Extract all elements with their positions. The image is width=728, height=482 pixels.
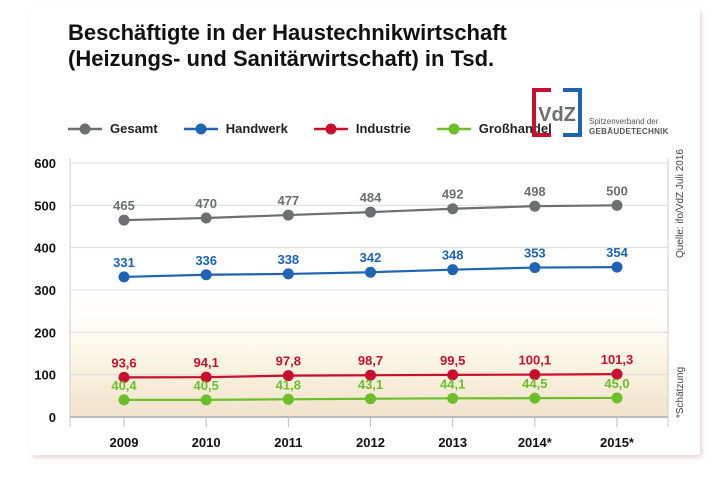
- y-tick-label: 300: [34, 283, 56, 298]
- data-label: 45,0: [604, 376, 629, 391]
- data-point: [365, 266, 376, 278]
- data-point: [200, 212, 212, 224]
- data-label: 342: [360, 250, 382, 265]
- data-point: [611, 368, 623, 380]
- data-label: 336: [195, 253, 217, 268]
- data-label: 40,4: [111, 378, 137, 393]
- x-tick-label: 2013: [438, 435, 467, 450]
- data-point: [529, 369, 541, 381]
- legend-marker-icon: [436, 123, 471, 134]
- legend-item-gesamt: Gesamt: [68, 121, 158, 136]
- data-label: 498: [524, 184, 546, 199]
- data-label: 331: [113, 255, 135, 270]
- x-tick-label: 2011: [274, 435, 302, 450]
- x-tick-label: 2014*: [518, 435, 553, 450]
- data-label: 492: [442, 187, 464, 202]
- data-point: [365, 369, 376, 381]
- legend-label: Gesamt: [110, 121, 158, 136]
- data-point: [611, 199, 623, 211]
- x-tick-label: 2010: [192, 435, 221, 450]
- data-label: 40,5: [194, 378, 219, 393]
- data-point: [282, 268, 294, 280]
- data-point: [282, 370, 294, 382]
- y-tick-label: 200: [34, 325, 56, 340]
- data-label: 477: [277, 193, 299, 208]
- data-point: [365, 206, 376, 218]
- y-tick-label: 500: [34, 198, 56, 213]
- data-point: [200, 371, 212, 383]
- data-label: 465: [113, 198, 135, 213]
- data-label: 44,5: [522, 376, 547, 391]
- data-label: 41,8: [276, 377, 301, 392]
- legend-label: Handwerk: [225, 121, 288, 136]
- legend-marker-icon: [68, 123, 102, 134]
- data-label: 99,5: [440, 353, 465, 368]
- data-point: [118, 271, 130, 283]
- data-point: [611, 392, 623, 404]
- data-label: 353: [524, 246, 546, 261]
- data-label: 470: [195, 196, 217, 211]
- logo-text: VdZ: [538, 104, 576, 126]
- data-label: 43,1: [358, 377, 383, 392]
- data-point: [529, 262, 541, 274]
- data-point: [611, 261, 623, 273]
- vdz-logo: VdZ: [532, 88, 582, 137]
- data-point: [447, 369, 459, 381]
- data-label: 93,6: [111, 355, 136, 370]
- data-label: 97,8: [276, 354, 301, 369]
- data-label: 354: [606, 245, 628, 260]
- x-tick-label: 2015*: [600, 435, 635, 450]
- source-note: Quelle: ifo/VdZ Juli 2016: [675, 149, 686, 258]
- data-label: 348: [442, 248, 464, 263]
- legend-item-handwerk: Handwerk: [183, 121, 288, 136]
- data-point: [200, 394, 212, 406]
- data-point: [118, 371, 130, 383]
- data-label: 44,1: [440, 376, 465, 391]
- data-point: [447, 264, 459, 276]
- x-tick-label: 2012: [356, 435, 385, 450]
- data-point: [118, 394, 130, 406]
- data-point: [365, 393, 376, 405]
- y-tick-label: 100: [34, 368, 56, 383]
- legend-item-industrie: Industrie: [313, 121, 411, 136]
- data-point: [447, 392, 459, 404]
- data-label: 100,1: [519, 353, 552, 368]
- legend-marker-icon: [183, 123, 218, 134]
- data-point: [282, 209, 294, 221]
- logo-line1: Spitzenverband der: [589, 117, 659, 126]
- data-point: [447, 203, 459, 215]
- logo-line2: GEBÄUDETECHNIK: [589, 127, 669, 136]
- data-label: 338: [277, 252, 299, 267]
- data-label: 500: [606, 183, 628, 198]
- data-label: 98,7: [358, 353, 383, 368]
- logo-subtitle: Spitzenverband der GEBÄUDETECHNIK: [589, 117, 669, 137]
- data-point: [529, 200, 541, 212]
- footnote: *Schätzung: [675, 367, 686, 418]
- x-tick-label: 2009: [110, 435, 139, 450]
- chart-title: Beschäftigte in der Haustechnikwirtschaf…: [68, 20, 507, 71]
- y-tick-label: 400: [34, 241, 56, 256]
- legend-label: Industrie: [355, 121, 411, 136]
- data-point: [529, 392, 541, 404]
- data-point: [200, 269, 212, 281]
- legend-marker-icon: [313, 123, 348, 134]
- data-label: 101,3: [601, 352, 634, 367]
- data-point: [118, 214, 130, 226]
- y-tick-label: 0: [49, 410, 56, 425]
- data-label: 94,1: [194, 355, 219, 370]
- y-tick-label: 600: [34, 156, 56, 171]
- data-label: 484: [360, 190, 382, 205]
- data-point: [282, 393, 294, 405]
